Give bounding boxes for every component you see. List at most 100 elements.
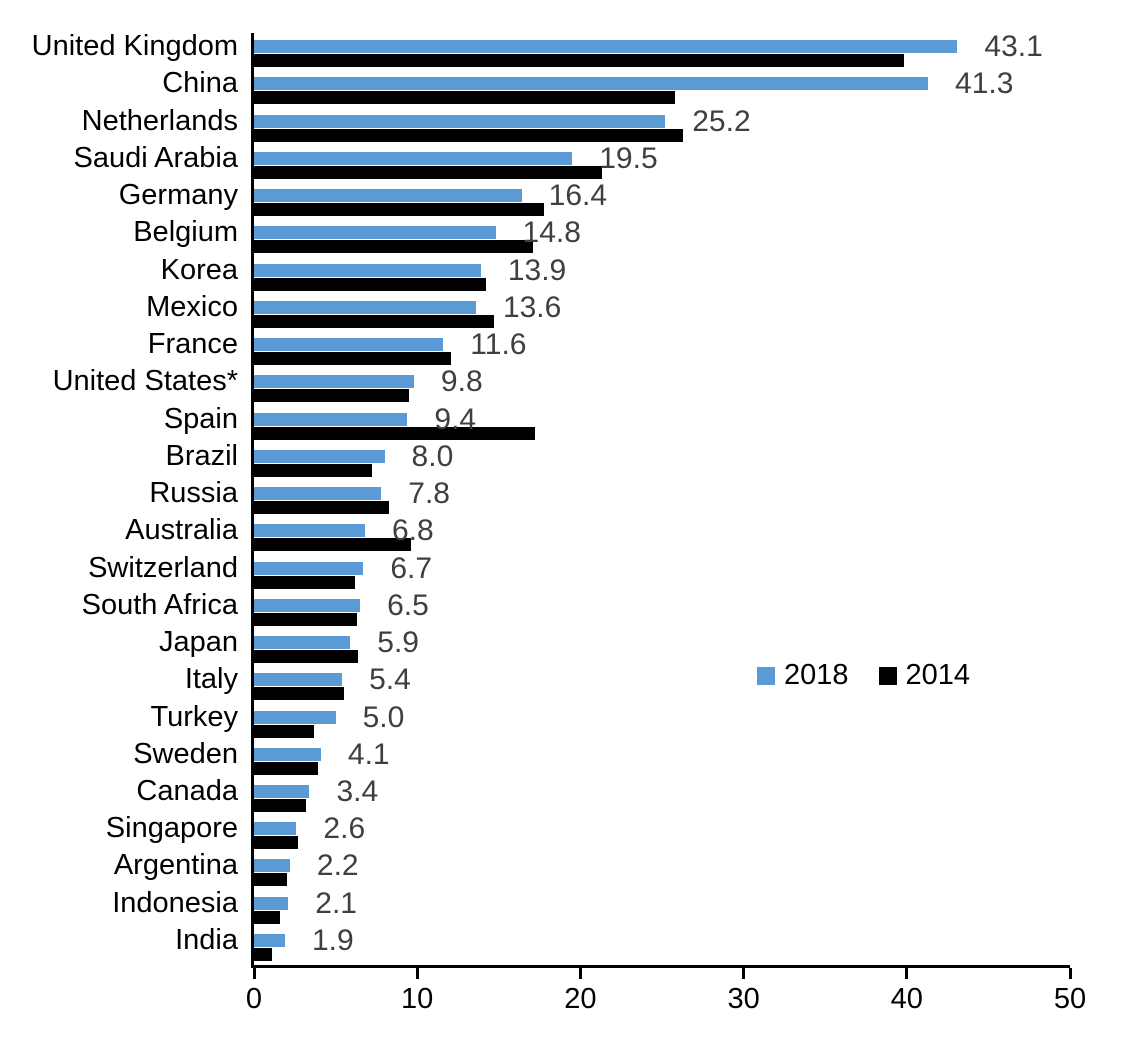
category-label: Mexico <box>146 290 238 323</box>
legend: 2018 2014 <box>757 659 970 692</box>
bar-2018 <box>254 189 522 203</box>
value-label: 5.4 <box>369 663 411 697</box>
legend-label-2018: 2018 <box>784 659 849 691</box>
category-label: Indonesia <box>112 886 238 919</box>
value-label: 6.5 <box>387 588 429 622</box>
bar-2018 <box>254 151 573 165</box>
bar-2018 <box>254 673 343 687</box>
bar-2014 <box>254 575 356 589</box>
bar-2014 <box>254 165 602 179</box>
chart-row: Germany 16.4 <box>0 179 1123 222</box>
chart-row: Brazil 8.0 <box>0 440 1123 483</box>
chart-row: Indonesia 2.1 <box>0 887 1123 930</box>
legend-swatch-2014-icon <box>878 666 897 685</box>
value-label: 5.0 <box>362 700 405 734</box>
bar-2018 <box>254 859 290 873</box>
legend-swatch-2018-icon <box>757 666 775 685</box>
bar-2014 <box>254 426 535 440</box>
value-label: 9.8 <box>440 365 483 399</box>
category-label: Sweden <box>133 737 238 770</box>
value-label: 5.9 <box>377 626 419 660</box>
bar-2018 <box>254 412 408 426</box>
bar-2018 <box>254 710 336 724</box>
value-label: 13.9 <box>507 253 567 287</box>
bar-2018 <box>254 933 285 947</box>
value-label: 4.1 <box>347 737 390 771</box>
bar-2018 <box>254 226 496 240</box>
bar-2018 <box>254 300 476 314</box>
bar-2014 <box>254 910 281 924</box>
value-label: 3.4 <box>336 775 379 808</box>
value-label: 2.2 <box>316 849 359 883</box>
x-axis-tick <box>415 968 419 979</box>
x-axis-tick <box>578 968 582 979</box>
bar-2014 <box>254 128 684 142</box>
category-label: United States* <box>52 365 238 398</box>
bar-2014 <box>254 724 315 738</box>
x-axis-tick <box>1068 968 1072 979</box>
value-label: 19.5 <box>599 141 658 175</box>
x-axis-tick <box>742 968 746 979</box>
chart-row: France 11.6 <box>0 328 1123 371</box>
value-label: 41.3 <box>955 67 1014 101</box>
category-label: Japan <box>158 626 238 659</box>
bar-2014 <box>254 612 357 626</box>
bar-2014 <box>254 873 287 887</box>
chart-row: India 1.9 <box>0 924 1123 967</box>
value-label: 14.8 <box>522 216 581 250</box>
legend-item-2014: 2014 <box>878 659 970 692</box>
bar-2014 <box>254 203 545 217</box>
chart-row: Mexico 13.6 <box>0 291 1123 334</box>
x-axis-tick-label: 50 <box>1053 983 1087 1015</box>
x-axis-tick-label: 10 <box>401 983 434 1015</box>
value-label: 1.9 <box>312 923 354 957</box>
category-label: Spain <box>163 402 238 435</box>
value-label: 2.1 <box>315 886 357 920</box>
y-axis-line <box>251 33 254 968</box>
category-label: China <box>162 67 238 100</box>
bar-2018 <box>254 747 321 761</box>
category-label: Belgium <box>133 216 238 249</box>
value-label: 16.4 <box>548 179 608 213</box>
category-label: Italy <box>184 663 238 696</box>
chart-row: Saudi Arabia 19.5 <box>0 142 1123 185</box>
chart-row: Singapore 2.6 <box>0 812 1123 855</box>
category-label: Korea <box>160 253 238 286</box>
value-label: 8.0 <box>411 439 454 473</box>
bar-2018 <box>254 896 289 910</box>
bar-2014 <box>254 650 359 664</box>
x-axis-tick-label: 0 <box>245 983 263 1015</box>
bar-2014 <box>254 501 390 515</box>
chart-row: China 41.3 <box>0 67 1123 110</box>
bar-2014 <box>254 799 307 812</box>
category-label: France <box>147 328 238 361</box>
category-label: Netherlands <box>81 104 238 137</box>
chart-row: United Kingdom 43.1 <box>0 30 1123 73</box>
chart-row: Sweden 4.1 <box>0 738 1123 781</box>
value-label: 11.6 <box>470 328 527 362</box>
bar-2014 <box>254 277 486 291</box>
bar-2014 <box>254 761 318 775</box>
bar-2018 <box>254 77 929 91</box>
chart-row: Argentina 2.2 <box>0 849 1123 892</box>
bar-2014 <box>254 463 372 477</box>
category-label: Russia <box>149 477 238 510</box>
category-label: Germany <box>118 179 238 212</box>
bar-2018 <box>254 263 481 277</box>
chart-row: Canada 3.4 <box>0 775 1123 818</box>
bar-2014 <box>254 538 411 552</box>
value-label: 2.6 <box>323 812 366 846</box>
bar-2014 <box>254 91 676 105</box>
category-label: Canada <box>136 775 238 807</box>
value-label: 6.7 <box>390 551 433 585</box>
value-label: 6.8 <box>391 514 434 548</box>
bar-2014 <box>254 836 299 850</box>
category-label: South Africa <box>81 588 238 621</box>
value-label: 7.8 <box>408 477 450 511</box>
category-label: Argentina <box>113 849 238 882</box>
bar-2018 <box>254 636 351 650</box>
category-label: Turkey <box>150 700 238 733</box>
chart-row: Japan 5.9 <box>0 626 1123 669</box>
bar-2018 <box>254 487 382 501</box>
